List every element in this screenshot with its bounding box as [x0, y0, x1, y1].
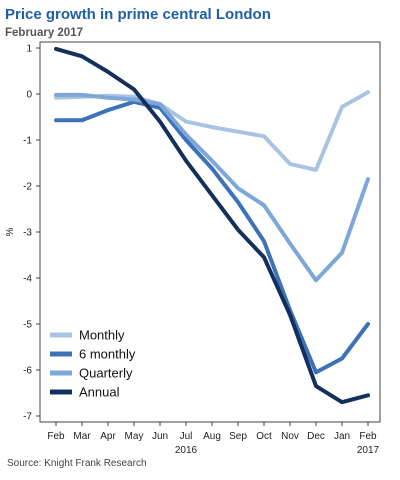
source-note: Source: Knight Frank Research: [7, 458, 147, 469]
x-year-label: 2016: [175, 445, 198, 456]
x-tick-label: Aug: [203, 431, 221, 442]
x-tick-label: Sep: [229, 431, 247, 442]
x-tick-label: Jan: [334, 431, 350, 442]
legend-label: Annual: [79, 385, 120, 400]
x-tick-label: Feb: [47, 431, 65, 442]
y-tick-label: -1: [23, 136, 32, 147]
legend-label: Quarterly: [79, 366, 133, 381]
y-tick-label: -6: [23, 366, 32, 377]
x-year-label: 2017: [357, 445, 380, 456]
legend-label: 6 monthly: [79, 347, 136, 362]
y-axis-title: %: [5, 227, 16, 236]
y-tick-label: -5: [23, 320, 32, 331]
chart-title: Price growth in prime central London: [5, 6, 271, 23]
series-line-annual: [54, 46, 370, 405]
y-tick-label: 0: [26, 90, 32, 101]
x-tick-label: Mar: [73, 431, 91, 442]
x-tick-label: Jul: [180, 431, 193, 442]
x-tick-label: May: [125, 431, 144, 442]
x-tick-label: Dec: [307, 431, 325, 442]
x-tick-label: Oct: [256, 431, 272, 442]
x-tick-label: Apr: [100, 431, 116, 442]
y-tick-label: -2: [23, 182, 32, 193]
y-tick-label: -7: [23, 412, 32, 423]
y-tick-label: -4: [23, 274, 32, 285]
y-tick-label: 1: [26, 44, 32, 55]
y-tick-label: -3: [23, 228, 32, 239]
x-tick-label: Nov: [281, 431, 299, 442]
series-line-quarterly: [54, 92, 370, 283]
chart-subtitle: February 2017: [5, 27, 83, 39]
x-tick-label: Jun: [152, 431, 168, 442]
legend-label: Monthly: [79, 328, 125, 343]
series-line-6-monthly: [54, 99, 370, 375]
x-tick-label: Feb: [359, 431, 377, 442]
